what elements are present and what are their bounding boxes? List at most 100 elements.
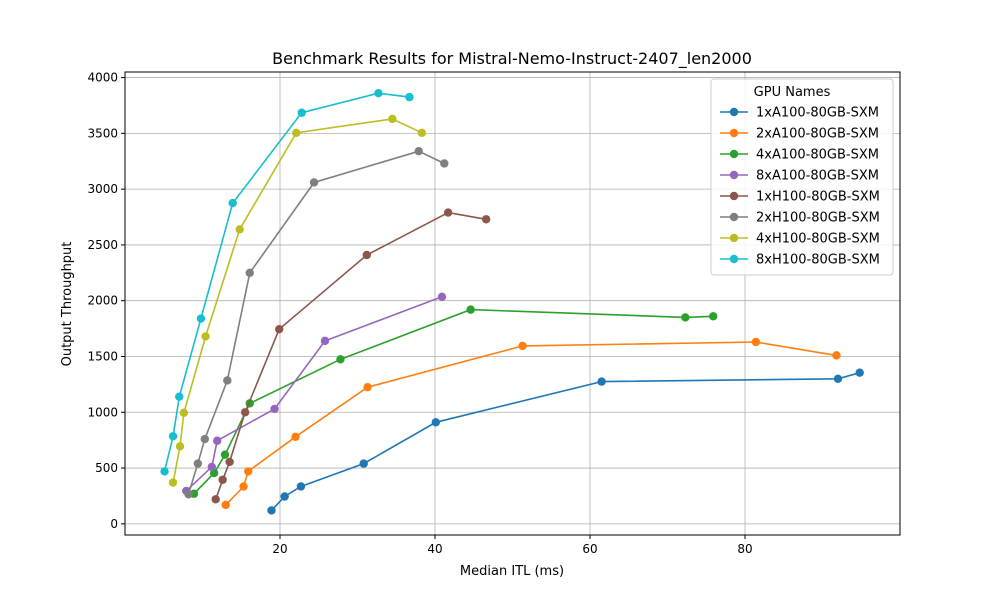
data-point (218, 475, 227, 484)
data-point (160, 467, 169, 476)
legend-label: 8xA100-80GB-SXM (756, 169, 879, 184)
data-point (223, 376, 232, 385)
legend-title: GPU Names (754, 85, 831, 100)
series-1xa100-80gb-sxm (267, 368, 864, 515)
data-point (405, 92, 414, 102)
data-point (221, 500, 230, 510)
series-layer (160, 88, 864, 515)
data-point (220, 450, 230, 459)
data-point (175, 442, 185, 451)
y-tick-label: 4000 (87, 71, 118, 85)
data-point (196, 314, 206, 323)
data-point (518, 341, 527, 351)
data-point (833, 374, 843, 384)
legend-swatch-marker (729, 149, 739, 159)
data-point (200, 434, 210, 444)
x-tick-label: 80 (737, 542, 752, 556)
data-point (228, 198, 237, 208)
legend-entry: 4xA100-80GB-SXM (720, 148, 879, 163)
data-point (267, 506, 276, 515)
series-8xh100-80gb-sxm (160, 88, 414, 476)
data-point (388, 114, 397, 124)
data-point (292, 128, 301, 138)
data-point (597, 377, 606, 386)
legend-swatch-marker (729, 254, 739, 264)
data-point (213, 436, 222, 445)
data-point (275, 324, 284, 334)
data-point (225, 457, 234, 467)
y-tick-label: 3500 (87, 126, 118, 140)
plot-frame (124, 71, 901, 536)
y-tick-label: 1000 (87, 405, 118, 419)
y-axis-label: Output Throughput (60, 242, 75, 367)
data-point (193, 459, 203, 468)
legend-entry: 4xH100-80GB-SXM (720, 232, 880, 247)
data-point (431, 418, 440, 427)
data-point (291, 432, 300, 442)
data-point (362, 250, 371, 260)
legend-entry: 8xA100-80GB-SXM (720, 169, 879, 184)
legend-swatch-marker (729, 233, 739, 243)
data-point (168, 478, 178, 487)
data-point (417, 128, 427, 138)
data-point (751, 337, 761, 347)
data-point (359, 459, 368, 468)
data-point (179, 408, 189, 418)
data-point (175, 392, 184, 401)
data-point (363, 382, 372, 392)
data-point (481, 215, 491, 224)
legend-entry: 8xH100-80GB-SXM (720, 253, 880, 268)
series-2xa100-80gb-sxm (221, 337, 841, 510)
data-point (240, 408, 250, 417)
data-point (244, 467, 253, 476)
legend-label: 2xA100-80GB-SXM (756, 127, 879, 142)
y-tick-label: 1500 (87, 349, 118, 363)
legend-label: 4xH100-80GB-SXM (756, 232, 880, 247)
data-point (309, 178, 319, 187)
data-point (280, 492, 289, 501)
series-line (187, 150, 445, 495)
data-point (466, 305, 475, 314)
y-tick-label: 0 (110, 517, 118, 531)
data-point (168, 432, 178, 441)
data-point (855, 368, 864, 377)
series-line (172, 118, 423, 483)
legend-entry: 2xH100-80GB-SXM (720, 211, 880, 226)
data-point (320, 336, 330, 346)
data-point (414, 147, 423, 156)
data-point (709, 312, 718, 321)
y-tick-label: 2500 (87, 238, 118, 252)
data-point (207, 462, 216, 472)
data-point (235, 225, 244, 234)
data-point (245, 268, 254, 278)
legend-swatch-marker (729, 128, 739, 138)
x-tick-label: 20 (272, 542, 287, 556)
legend-entry: 1xA100-80GB-SXM (720, 106, 879, 121)
legend-label: 2xH100-80GB-SXM (756, 211, 880, 226)
legend-swatch-marker (729, 170, 739, 180)
legend-label: 1xH100-80GB-SXM (756, 190, 880, 205)
series-4xh100-80gb-sxm (168, 114, 427, 487)
x-tick-label: 60 (582, 542, 597, 556)
y-tick-label: 3000 (87, 182, 118, 196)
data-point (184, 490, 193, 499)
legend-swatch-marker (729, 107, 739, 117)
chart-title: Benchmark Results for Mistral-Nemo-Instr… (272, 49, 752, 69)
legend-label: 4xA100-80GB-SXM (756, 148, 879, 163)
data-point (296, 482, 306, 491)
data-point (832, 351, 841, 360)
data-point (211, 495, 220, 504)
legend-label: 8xH100-80GB-SXM (756, 253, 880, 268)
legend: GPU Names 1xA100-80GB-SXM 2xA100-80GB-SXM 4… (710, 78, 894, 276)
data-point (239, 482, 248, 491)
legend-box (710, 78, 894, 276)
tick-layer: 20 40 60 80 0 500 1000 1500 2000 2500 3000 3500 4000 (87, 71, 752, 556)
legend-swatch-marker (729, 191, 739, 201)
x-axis-label: Median ITL (ms) (460, 564, 564, 579)
series-1xh100-80gb-sxm (211, 208, 491, 504)
y-tick-label: 500 (95, 461, 118, 475)
series-line (185, 296, 443, 492)
data-point (681, 313, 690, 322)
